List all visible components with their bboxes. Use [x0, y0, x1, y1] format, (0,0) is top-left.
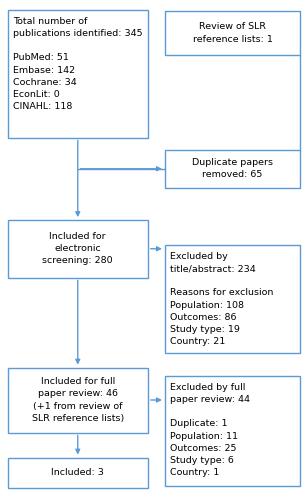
Text: Included for full
paper review: 46
(+1 from review of
SLR reference lists): Included for full paper review: 46 (+1 f…	[32, 378, 124, 422]
FancyBboxPatch shape	[165, 376, 300, 486]
Text: Excluded by full
paper review: 44

Duplicate: 1
Population: 11
Outcomes: 25
Stud: Excluded by full paper review: 44 Duplic…	[170, 383, 250, 477]
FancyBboxPatch shape	[8, 458, 148, 488]
FancyBboxPatch shape	[165, 245, 300, 352]
Text: Review of SLR
reference lists: 1: Review of SLR reference lists: 1	[192, 22, 273, 44]
FancyBboxPatch shape	[8, 10, 148, 138]
FancyBboxPatch shape	[165, 11, 300, 55]
Text: Total number of
publications identified: 345

PubMed: 51
Embase: 142
Cochrane: 3: Total number of publications identified:…	[13, 17, 143, 111]
Text: Included: 3: Included: 3	[51, 468, 104, 477]
Text: Excluded by
title/abstract: 234

Reasons for exclusion
Population: 108
Outcomes:: Excluded by title/abstract: 234 Reasons …	[170, 252, 273, 346]
FancyBboxPatch shape	[8, 368, 148, 432]
Text: Included for
electronic
screening: 280: Included for electronic screening: 280	[43, 232, 113, 266]
Text: Duplicate papers
removed: 65: Duplicate papers removed: 65	[192, 158, 273, 180]
FancyBboxPatch shape	[8, 220, 148, 278]
FancyBboxPatch shape	[165, 150, 300, 188]
